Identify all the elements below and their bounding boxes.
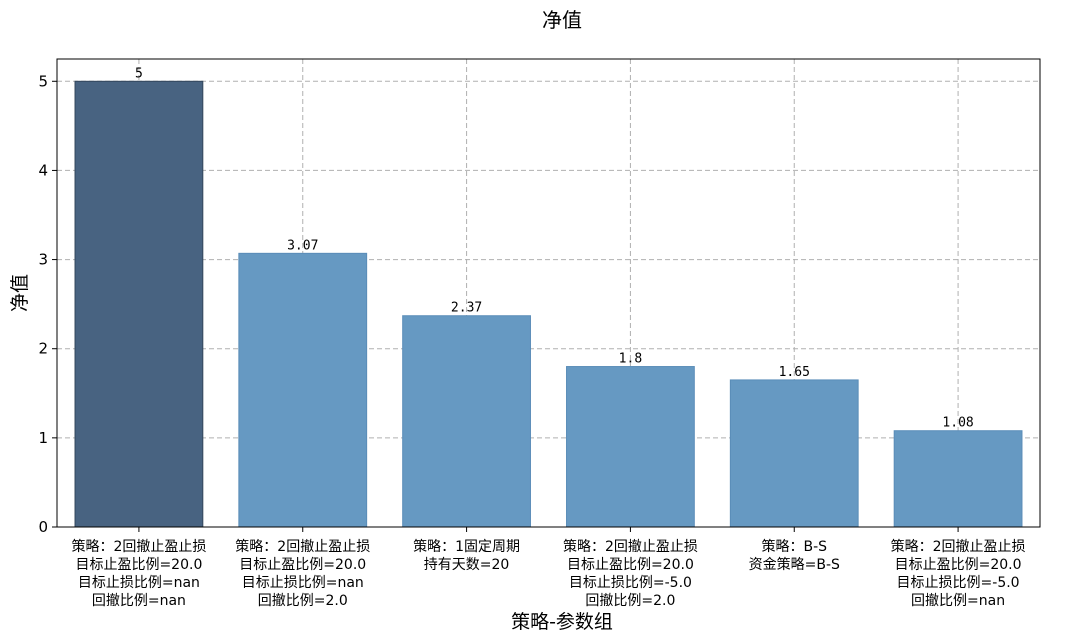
- bar: [893, 430, 1023, 528]
- y-tick-label: 1: [38, 429, 48, 447]
- x-tick-label: 策略：2回撤止盈止损目标止盈比例=20.0 目标止损比例=-5.0 回撤比例=nan: [891, 538, 1026, 609]
- x-tick-label-line: 回撤比例=nan: [911, 593, 1005, 609]
- y-tick-label: 4: [38, 161, 48, 179]
- x-tick-label-line: 策略：1固定周期: [413, 538, 520, 555]
- bar: [74, 80, 204, 528]
- x-tick-label: 策略：1固定周期持有天数=20: [413, 538, 520, 573]
- y-tick-label: 3: [38, 251, 48, 269]
- x-tick-label-line: 目标止盈比例=20.0: [895, 557, 1022, 573]
- bar: [402, 315, 531, 528]
- x-tick-label-line: 目标止损比例=nan: [242, 575, 364, 591]
- x-tick-label-line: 持有天数=20: [424, 557, 510, 573]
- data-label: 1.65: [779, 365, 810, 380]
- x-tick-label: 策略：B-S 资金策略=B-S: [749, 538, 840, 573]
- y-tick-label: 2: [38, 340, 48, 358]
- x-tick-label-line: 目标止损比例=-5.0: [897, 575, 1020, 591]
- y-axis-label: 净值: [9, 274, 31, 312]
- x-axis-label: 策略-参数组: [511, 611, 613, 633]
- x-axis-ticks: 策略：2回撤止盈止损目标止盈比例=20.0 目标止损比例=nan 回撤比例=nan策…: [71, 527, 1026, 609]
- x-tick-label-line: 回撤比例=2.0: [585, 593, 675, 609]
- x-tick-label-line: 回撤比例=nan: [92, 593, 186, 609]
- y-axis-ticks: 0 1 2 3 4 5: [38, 72, 57, 536]
- bar: [566, 366, 695, 528]
- x-tick-label: 策略：2回撤止盈止损目标止盈比例=20.0 目标止损比例=nan 回撤比例=nan: [71, 538, 206, 609]
- x-tick-label-line: 策略：2回撤止盈止损: [563, 538, 698, 555]
- data-label: 5: [135, 66, 143, 81]
- x-tick-label-line: 目标止损比例=-5.0: [569, 575, 692, 591]
- chart-title: 净值: [542, 8, 582, 32]
- x-tick-label-line: 目标止损比例=nan: [78, 575, 200, 591]
- y-tick-label: 5: [38, 72, 48, 90]
- x-tick-label: 策略：2回撤止盈止损目标止盈比例=20.0 目标止损比例=-5.0 回撤比例=2.0: [563, 538, 698, 609]
- x-tick-label-line: 策略：2回撤止盈止损: [235, 538, 370, 555]
- x-tick-label-line: 资金策略=B-S: [749, 556, 840, 573]
- data-label: 3.07: [287, 238, 318, 253]
- x-tick-label-line: 策略：B-S: [761, 538, 827, 555]
- y-tick-label: 0: [38, 518, 48, 536]
- x-tick-label-line: 目标止盈比例=20.0: [75, 557, 202, 573]
- plot-frame: [56, 58, 1041, 528]
- bars: [74, 80, 1023, 528]
- x-tick-label-line: 目标止盈比例=20.0: [567, 557, 694, 573]
- x-tick-label-line: 策略：2回撤止盈止损: [71, 538, 206, 555]
- x-tick-label-line: 回撤比例=2.0: [258, 593, 348, 609]
- data-labels: 5 3.07 2.37 1.8 1.65 1.08: [135, 66, 974, 430]
- x-tick-label-line: 目标止盈比例=20.0: [239, 557, 366, 573]
- data-label: 2.37: [451, 301, 482, 316]
- x-tick-label-line: 策略：2回撤止盈止损: [891, 538, 1026, 555]
- bar: [238, 252, 368, 528]
- data-label: 1.8: [619, 352, 642, 367]
- bar: [729, 379, 859, 528]
- x-tick-label: 策略：2回撤止盈止损目标止盈比例=20.0 目标止损比例=nan 回撤比例=2.0: [235, 538, 370, 609]
- data-label: 1.08: [942, 416, 973, 431]
